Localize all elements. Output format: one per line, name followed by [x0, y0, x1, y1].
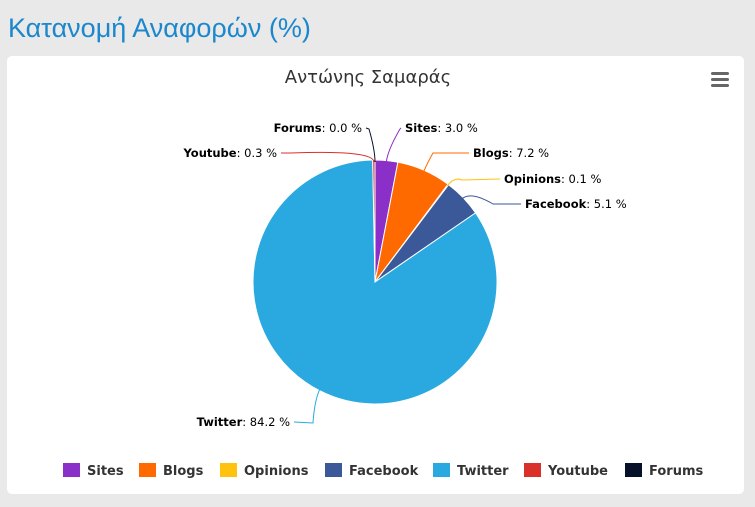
- connector-facebook: [461, 195, 521, 205]
- data-labels: Sites: 3.0 % Blogs: 7.2 % Opinions: 0.1 % F…: [183, 121, 627, 429]
- legend-swatch-youtube: [524, 463, 541, 477]
- legend-label-opinions: Opinions: [244, 464, 309, 479]
- legend-swatch-opinions: [220, 463, 237, 477]
- legend-swatch-sites: [63, 463, 80, 477]
- legend-item-blogs[interactable]: Blogs: [139, 463, 204, 479]
- legend-item-youtube[interactable]: Youtube: [524, 463, 608, 479]
- chart-menu-button[interactable]: [710, 71, 730, 89]
- legend-item-twitter[interactable]: Twitter: [433, 463, 509, 479]
- legend-swatch-twitter: [433, 463, 450, 477]
- legend-item-sites[interactable]: Sites: [63, 463, 124, 479]
- label-connectors: [281, 127, 521, 424]
- hamburger-menu-icon: [711, 72, 729, 75]
- legend-label-youtube: Youtube: [547, 464, 608, 479]
- data-label-opinions: Opinions: 0.1 %: [504, 172, 601, 186]
- legend-label-blogs: Blogs: [163, 464, 204, 479]
- page-title: Κατανομή Αναφορών (%): [8, 13, 311, 43]
- pie-slices: [252, 159, 498, 405]
- legend-swatch-facebook: [325, 463, 342, 477]
- connector-forums: [365, 127, 376, 163]
- chart-panel: Αντώνης Σαμαράς Sites: 3.0 % Blogs: 7.2 %…: [7, 56, 744, 494]
- pie-chart: Αντώνης Σαμαράς Sites: 3.0 % Blogs: 7.2 %…: [63, 67, 703, 479]
- legend-label-facebook: Facebook: [349, 464, 419, 479]
- chart-title: Αντώνης Σαμαράς: [285, 67, 451, 88]
- legend-label-sites: Sites: [87, 464, 124, 479]
- legend-item-facebook[interactable]: Facebook: [325, 463, 419, 479]
- legend-item-opinions[interactable]: Opinions: [220, 463, 309, 479]
- chart-legend: Sites Blogs Opinions Facebook Twitter Youtube…: [63, 463, 703, 479]
- connector-youtube: [281, 151, 375, 163]
- legend-swatch-forums: [625, 463, 642, 477]
- data-label-facebook: Facebook: 5.1 %: [525, 197, 627, 211]
- connector-twitter: [293, 388, 321, 424]
- data-label-blogs: Blogs: 7.2 %: [473, 146, 549, 160]
- connector-opinions: [446, 178, 501, 187]
- legend-swatch-blogs: [139, 463, 156, 477]
- data-label-forums: Forums: 0.0 %: [274, 121, 362, 135]
- data-label-twitter: Twitter: 84.2 %: [197, 415, 290, 429]
- connector-blogs: [422, 152, 469, 173]
- legend-label-twitter: Twitter: [457, 464, 509, 479]
- connector-sites: [385, 127, 402, 163]
- data-label-sites: Sites: 3.0 %: [405, 121, 478, 135]
- legend-label-forums: Forums: [649, 464, 703, 479]
- legend-item-forums[interactable]: Forums: [625, 463, 703, 479]
- data-label-youtube: Youtube: 0.3 %: [183, 146, 278, 160]
